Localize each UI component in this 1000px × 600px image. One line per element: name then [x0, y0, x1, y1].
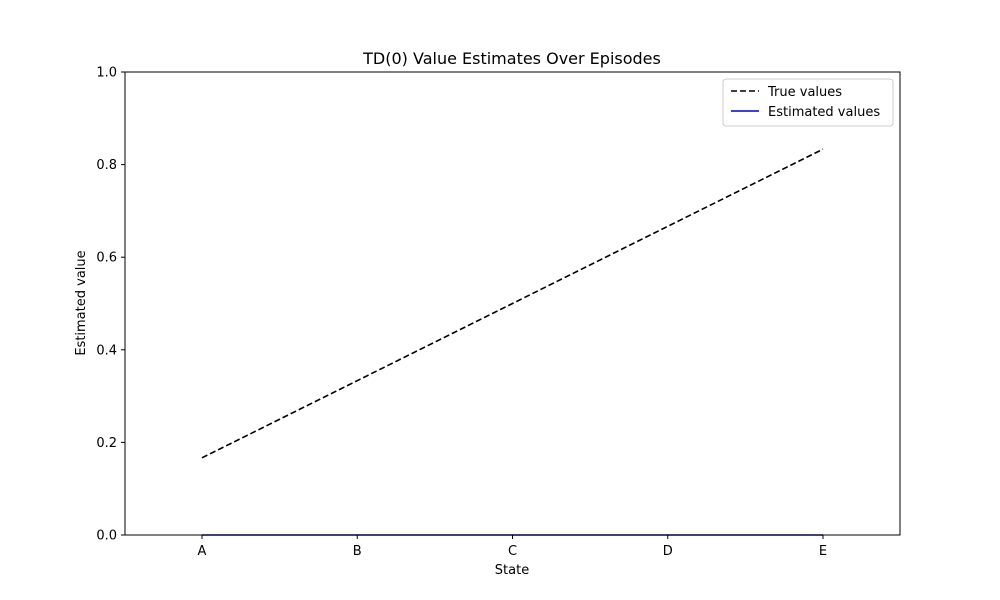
- legend-entry-estimated-values: Estimated values: [768, 105, 880, 120]
- legend: True values Estimated values: [722, 78, 894, 127]
- x-tick-label-e: E: [819, 544, 827, 559]
- y-tick-label-2: 0.4: [96, 343, 117, 358]
- x-tick-label-b: B: [353, 544, 362, 559]
- x-tick-label-a: A: [198, 544, 207, 559]
- y-tick-label-5: 1.0: [96, 66, 117, 81]
- y-tick-label-3: 0.6: [96, 251, 117, 266]
- x-tick-label-d: D: [663, 544, 673, 559]
- chart-title: TD(0) Value Estimates Over Episodes: [362, 49, 661, 68]
- legend-entry-true-values: True values: [767, 85, 842, 100]
- series-line-true-values: [201, 148, 824, 459]
- y-axis-label: Estimated value: [74, 250, 89, 355]
- y-tick-label-1: 0.2: [96, 436, 117, 451]
- x-axis: A B C D E: [198, 535, 827, 559]
- y-tick-label-4: 0.8: [96, 158, 117, 173]
- x-tick-label-c: C: [508, 544, 517, 559]
- y-tick-label-0: 0.0: [96, 529, 117, 544]
- x-axis-label: State: [495, 563, 529, 578]
- y-axis: 0.0 0.2 0.4 0.6 0.8 1.0: [96, 66, 125, 544]
- legend-box: [722, 78, 894, 127]
